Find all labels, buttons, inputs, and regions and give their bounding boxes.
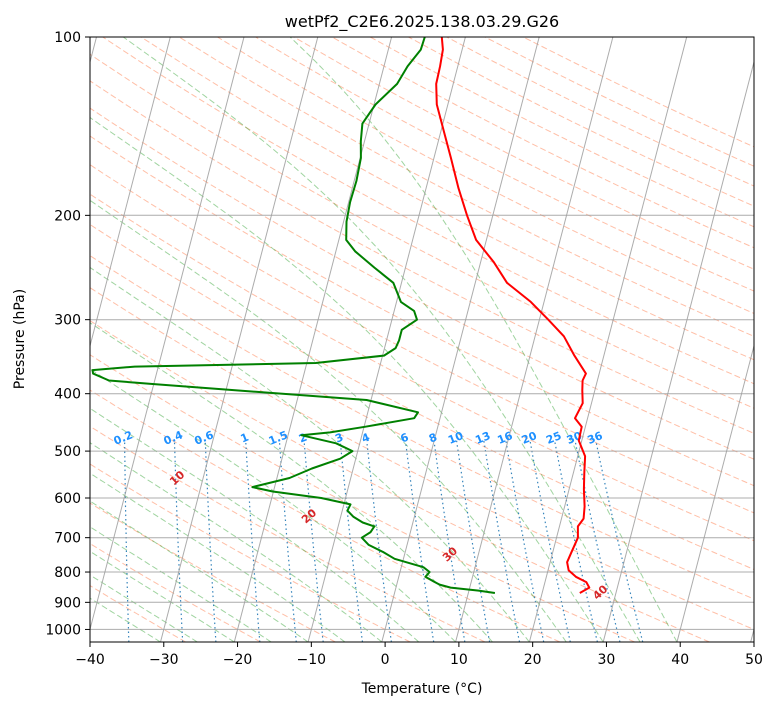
moist-adiabat-line [90, 266, 530, 642]
x-axis-label: Temperature (°C) [361, 681, 483, 697]
mixing-ratio-label: 25 [544, 429, 563, 447]
mixing-ratio-label: 13 [473, 429, 492, 447]
dry-adiabat-line [90, 320, 710, 642]
y-tick-label: 800 [54, 565, 81, 581]
mixing-ratio-label: 36 [585, 429, 604, 447]
moist-adiabat-line [90, 368, 456, 642]
chart-title: wetPf2_C2E6.2025.138.03.29.G26 [285, 12, 559, 32]
dry-adiabat-line [90, 354, 635, 642]
isotherm-line [307, 37, 466, 642]
mixing-ratio-line [483, 440, 521, 642]
y-tick-label: 600 [54, 491, 81, 507]
dry-adiabat-line [90, 223, 754, 571]
moist-adiabat-line [90, 322, 493, 642]
x-tick-label: 20 [524, 652, 542, 668]
mixing-ratio-label: 10 [446, 429, 465, 447]
mixing-ratio-line [204, 440, 217, 642]
y-tick-label: 500 [54, 444, 81, 460]
mixing-ratio-label: 16 [495, 429, 514, 447]
x-tick-label: −30 [149, 652, 179, 668]
dry-adiabat-line [90, 585, 186, 642]
dry-adiabat-line [90, 80, 754, 434]
temperature-profile-line [435, 37, 591, 594]
dry-adiabat-line [217, 37, 754, 314]
moist-adiabat-line [90, 407, 420, 642]
dry-adiabat-line [90, 135, 754, 487]
dry-adiabat-line [90, 53, 754, 409]
dry-adiabat-line [90, 164, 754, 514]
y-tick-label: 200 [54, 208, 81, 224]
moist-adiabat-line [90, 526, 272, 642]
isotherm-line [528, 37, 688, 642]
dry-adiabat-line [90, 542, 261, 642]
isotherm-line [455, 37, 614, 642]
isotherm-line [160, 37, 319, 642]
y-axis-label: Pressure (hPa) [12, 289, 28, 389]
x-tick-label: −20 [223, 652, 253, 668]
mixing-ratio-line [529, 440, 571, 642]
y-tick-label: 700 [54, 531, 81, 547]
x-tick-label: 30 [598, 652, 616, 668]
isotherm-line [90, 37, 171, 348]
isotherm-line [90, 37, 245, 632]
y-tick-label: 100 [54, 30, 81, 46]
dry-adiabat-line [102, 37, 754, 385]
plot-frame [89, 36, 755, 643]
isotherm-line [233, 37, 393, 642]
isotherm-line [602, 60, 754, 642]
mixing-ratio-line [245, 440, 261, 642]
isotherm-line [676, 343, 754, 642]
dry-adiabat-line [90, 463, 411, 642]
mixing-ratio-line [505, 440, 545, 642]
y-tick-label: 300 [54, 313, 81, 329]
mixing-ratio-line [366, 440, 392, 642]
mixing-ratio-label: 3 [333, 431, 345, 446]
x-tick-label: 40 [671, 652, 689, 668]
mixing-ratio-line [339, 440, 364, 642]
mixing-ratio-label: 20 [520, 429, 539, 447]
y-tick-label: 400 [54, 387, 81, 403]
dry-adiabat-line [90, 193, 754, 542]
dry-adiabat-line [90, 425, 486, 642]
mixing-ratio-line [554, 440, 598, 642]
dry-adiabat-line [140, 37, 754, 361]
x-tick-label: 10 [450, 652, 468, 668]
x-tick-label: −10 [297, 652, 327, 668]
axis-ticks: −40 −30 −20 −10 0 10 20 30 40 50 100 200 300 400 500 60… [45, 30, 763, 668]
mixing-ratio-line [303, 440, 324, 642]
y-tick-label: 1000 [45, 622, 81, 638]
x-tick-label: −40 [75, 652, 105, 668]
mixing-ratio-label: 1 [239, 431, 251, 446]
moist-adiabat-line [289, 37, 678, 642]
y-tick-label: 900 [54, 595, 81, 611]
moist-adiabat-line [123, 37, 641, 642]
mixing-ratio-label: 2 [297, 431, 309, 446]
moist-adiabat-line [90, 442, 383, 642]
mixing-ratio-line [404, 440, 435, 642]
mixing-ratio-line [124, 440, 130, 642]
dry-adiabat-line [90, 255, 754, 600]
x-tick-label: 0 [381, 652, 390, 668]
dewpoint-profile-line [91, 37, 496, 594]
isotherm-line [381, 37, 540, 642]
background-lines [90, 37, 754, 642]
mixing-ratio-line [173, 440, 184, 642]
mixing-ratio-line [278, 440, 297, 642]
x-tick-label: 50 [745, 652, 763, 668]
mixing-ratio-label: 8 [427, 431, 439, 446]
profile-series [91, 37, 591, 594]
moist-adiabat-line [90, 116, 604, 642]
moist-adiabat-line [90, 472, 346, 642]
